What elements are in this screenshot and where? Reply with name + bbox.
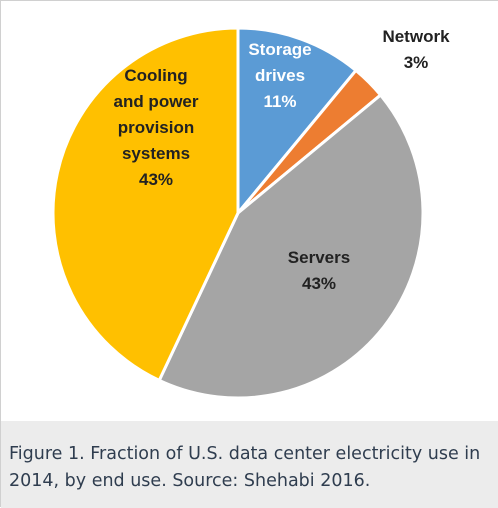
pie-chart: Storagedrives11%Network3%Servers43%Cooli…: [51, 26, 450, 400]
slice-label-line-storage-drives: Storage: [248, 40, 311, 59]
slice-label-line-cooling-and-power-provision-systems: and power: [113, 92, 198, 111]
caption-area: Figure 1. Fraction of U.S. data center e…: [1, 421, 498, 508]
slice-value-cooling-and-power-provision-systems: 43%: [139, 170, 173, 189]
figure-caption: Figure 1. Fraction of U.S. data center e…: [9, 444, 481, 491]
slice-label-line-servers: Servers: [288, 248, 350, 267]
pie-slice-servers: [157, 93, 425, 400]
slice-label-line-network: Network: [382, 27, 450, 46]
slice-label-network: Network 3%: [382, 27, 450, 72]
slice-label-line-cooling-and-power-provision-systems: Cooling: [124, 66, 187, 85]
chart-area: Storage drives 11% Network 3% Servers 43% Cooli…: [1, 1, 498, 421]
slice-label-cooling-and-power-provision-systems: Cooling and power provision systems 43%: [113, 66, 198, 189]
slice-label-servers: Servers 43%: [288, 248, 350, 293]
slice-label-line-storage-drives: drives: [255, 66, 305, 85]
slice-label-storage-drives: Storage drives 11%: [248, 40, 311, 111]
slice-value-servers: 43%: [302, 274, 336, 293]
slice-label-line-cooling-and-power-provision-systems: systems: [122, 144, 190, 163]
slice-label-line-cooling-and-power-provision-systems: provision: [118, 118, 195, 137]
pie-slice-storage-drives: [236, 26, 358, 215]
pie-slice-cooling-and-power-provision-systems: [51, 26, 240, 382]
slice-value-network: 3%: [404, 53, 429, 72]
slice-value-storage-drives: 11%: [263, 92, 296, 111]
